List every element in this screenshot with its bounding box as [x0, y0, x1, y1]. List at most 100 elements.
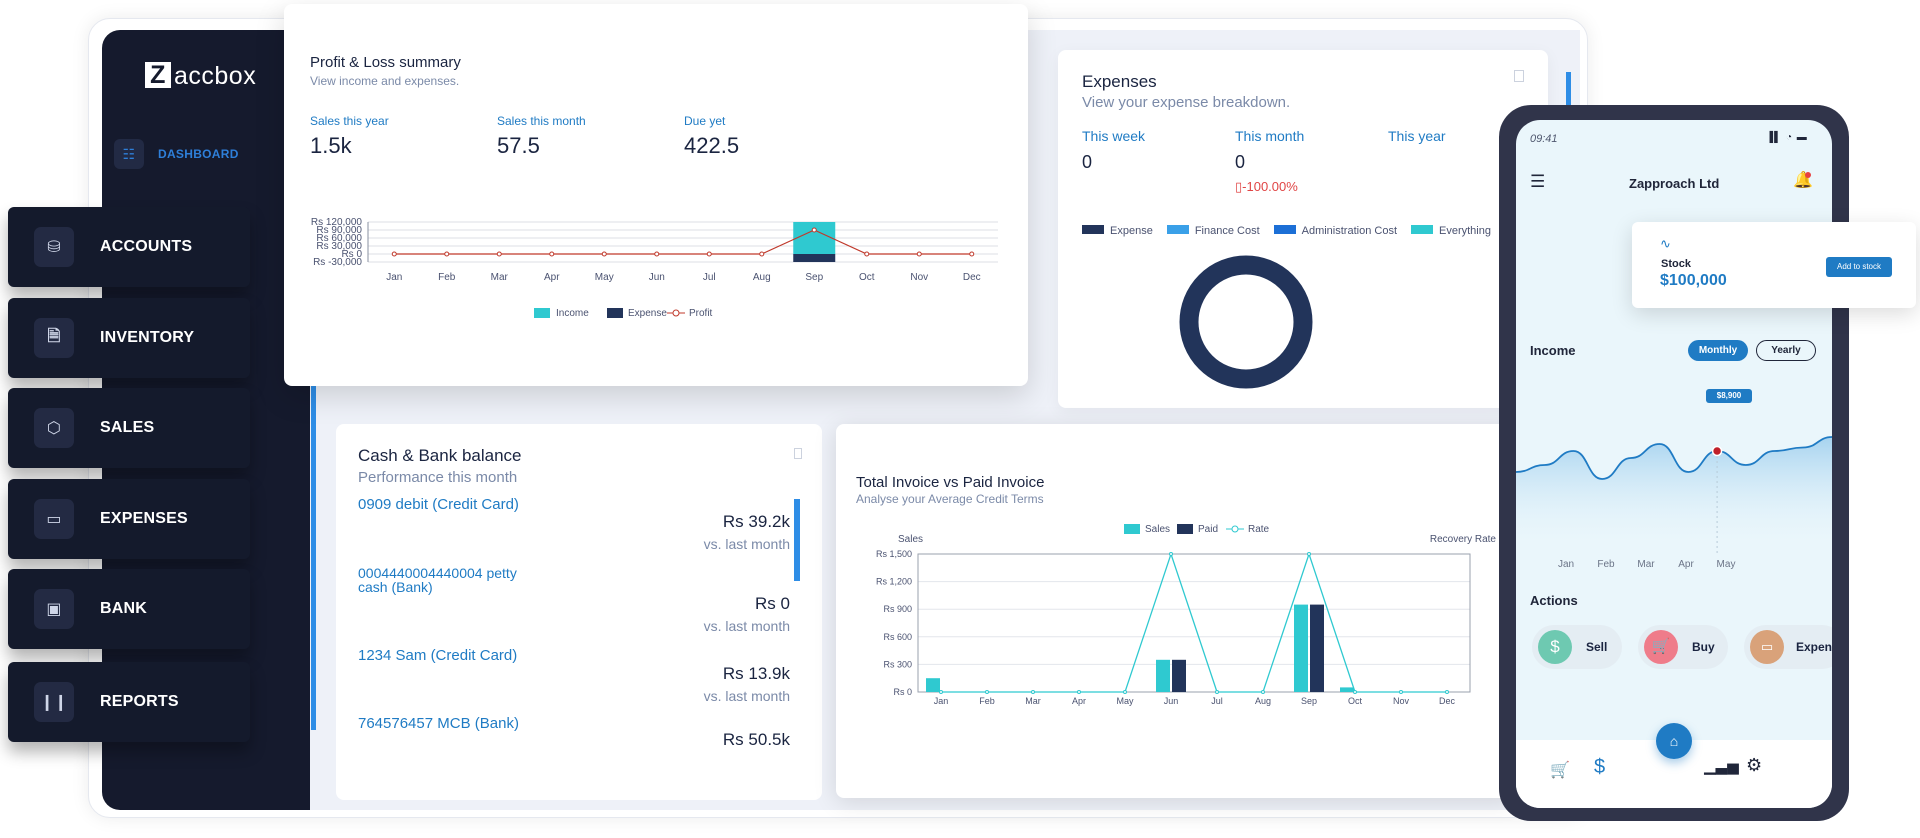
balance-0909: Rs 39.2k vs. last month: [703, 512, 790, 552]
balance-petty-cash: Rs 0 vs. last month: [703, 594, 790, 634]
rate-point: [1353, 690, 1357, 694]
profit-point: [654, 251, 660, 257]
x-tick-label: Jul: [1211, 696, 1223, 706]
y-axis-title: Sales: [898, 534, 923, 545]
rate-point: [1399, 690, 1403, 694]
sidebar-item-dashboard[interactable]: ☷ DASHBOARD: [114, 139, 239, 169]
cart-icon: 🛒: [1644, 630, 1678, 664]
period-month: This month 0 ▯-100.00%: [1235, 128, 1304, 195]
tile-bank[interactable]: ▣ BANK: [8, 569, 250, 649]
expenses-donut: [1179, 255, 1313, 389]
bar-chart-icon: ❙❙: [34, 682, 74, 722]
paid-bar: [1172, 659, 1186, 692]
legend-expense[interactable]: Expense: [1082, 225, 1153, 237]
x-tick-label: Apr: [1072, 696, 1086, 706]
nav-cart-icon[interactable]: 🛒: [1550, 762, 1570, 779]
y-tick-label: Rs 1,200: [876, 577, 912, 587]
tile-label: EXPENSES: [100, 510, 188, 527]
paid-bar: [1310, 604, 1324, 692]
home-icon[interactable]: ⌂: [1656, 723, 1692, 759]
x-tick-label: Dec: [1439, 696, 1456, 706]
wallet-icon: ▭: [34, 499, 74, 539]
x-tick-label: Oct: [1348, 696, 1363, 706]
x-tick-label: May: [1116, 696, 1134, 706]
buy-action[interactable]: 🛒 Buy: [1638, 625, 1728, 669]
legend-everything[interactable]: Everything: [1411, 225, 1491, 237]
legend-sales-swatch: [1124, 524, 1140, 534]
profit-point: [444, 251, 450, 257]
x-tick-label: Sep: [805, 272, 823, 283]
period-year: This year: [1388, 128, 1446, 144]
y-tick-label: Rs 0: [341, 249, 362, 260]
tile-sales[interactable]: ⬡ SALES: [8, 388, 250, 468]
sell-action[interactable]: $ Sell: [1532, 625, 1622, 669]
month-label: May: [1717, 559, 1736, 570]
y-tick-label: Rs 300: [883, 659, 912, 669]
nav-settings-icon[interactable]: ⚙: [1746, 755, 1763, 775]
nav-chart-icon[interactable]: ▁▃▅: [1704, 758, 1739, 775]
period-label: This week: [1082, 128, 1146, 144]
month-label: Apr: [1678, 559, 1694, 570]
period-label: This month: [1235, 128, 1305, 144]
legend-finance[interactable]: Finance Cost: [1166, 225, 1260, 237]
x-tick-label: Nov: [1393, 696, 1410, 706]
legend-sales: Sales: [1145, 524, 1170, 535]
tile-expenses[interactable]: ▭ EXPENSES: [8, 479, 250, 559]
month-label: Mar: [1637, 559, 1655, 570]
dollar-icon: $: [1538, 630, 1572, 664]
stat-sales-month: Sales this month 57.5: [497, 114, 586, 159]
stat-label: Due yet: [684, 114, 726, 128]
rate-point: [1445, 690, 1449, 694]
y-tick-label: Rs 30,000: [316, 241, 362, 252]
income-area: [1516, 437, 1832, 550]
pnl-title: Profit & Loss summary: [310, 54, 461, 71]
period-label: This year: [1388, 128, 1446, 144]
cash-subtitle: Performance this month: [358, 469, 518, 486]
menu-icon[interactable]: [1514, 70, 1524, 82]
y-tick-label: Rs 600: [883, 632, 912, 642]
company-name: Zapproach Ltd: [1629, 176, 1720, 191]
y2-axis-title: Recovery Rate: [1430, 534, 1497, 545]
profit-point: [864, 251, 870, 257]
x-tick-label: Jun: [649, 272, 665, 283]
stat-label: Sales this year: [310, 114, 389, 128]
add-to-stock-button[interactable]: Add to stock: [1826, 257, 1892, 277]
menu-icon[interactable]: [794, 448, 802, 459]
expenses-legend: Expense Finance Cost Administration Cost…: [1082, 225, 1491, 237]
balance-sam: Rs 13.9k vs. last month: [703, 664, 790, 704]
x-tick-label: Apr: [544, 272, 560, 283]
pulse-icon: ∿: [1660, 236, 1671, 251]
cash-card: Cash & Bank balance Performance this mon…: [336, 424, 822, 800]
y-tick-label: Rs 90,000: [316, 225, 362, 236]
x-tick-label: Feb: [438, 272, 456, 283]
cash-scrollbar[interactable]: [794, 499, 800, 581]
account-sam[interactable]: 1234 Sam (Credit Card): [358, 647, 518, 664]
legend-admin[interactable]: Administration Cost: [1273, 225, 1397, 237]
monthly-toggle[interactable]: Monthly: [1688, 340, 1748, 361]
legend-expense-swatch: [607, 308, 623, 318]
sales-bar: [1294, 604, 1308, 692]
tile-inventory[interactable]: 🗎 INVENTORY: [8, 298, 250, 378]
x-tick-label: Jun: [1164, 696, 1179, 706]
tile-reports[interactable]: ❙❙ REPORTS: [8, 662, 250, 742]
account-0909[interactable]: 0909 debit (Credit Card): [358, 496, 519, 513]
scroll-indicator: [311, 385, 316, 730]
rate-point: [1031, 690, 1035, 694]
account-petty-cash[interactable]: 0004440004440004 petty cash (Bank): [358, 565, 517, 595]
legend-paid-swatch: [1177, 524, 1193, 534]
yearly-toggle[interactable]: Yearly: [1756, 340, 1816, 361]
tile-accounts[interactable]: ⛁ ACCOUNTS: [8, 207, 250, 287]
hamburger-icon[interactable]: ☰: [1530, 172, 1546, 191]
account-mcb[interactable]: 764576457 MCB (Bank): [358, 715, 519, 732]
y-tick-label: Rs 1,500: [876, 549, 912, 559]
income-chart: Jan Feb Mar Apr May: [1516, 436, 1832, 570]
nav-dollar-icon[interactable]: $: [1594, 756, 1606, 778]
expenses-scrollbar[interactable]: [1566, 72, 1571, 112]
expense-action[interactable]: ▭ Expen: [1744, 625, 1832, 669]
x-tick-label: Jan: [386, 272, 402, 283]
tile-label: ACCOUNTS: [100, 238, 193, 255]
profit-point: [969, 251, 975, 257]
highlight-point: [1711, 445, 1723, 457]
x-tick-label: Dec: [963, 272, 981, 283]
